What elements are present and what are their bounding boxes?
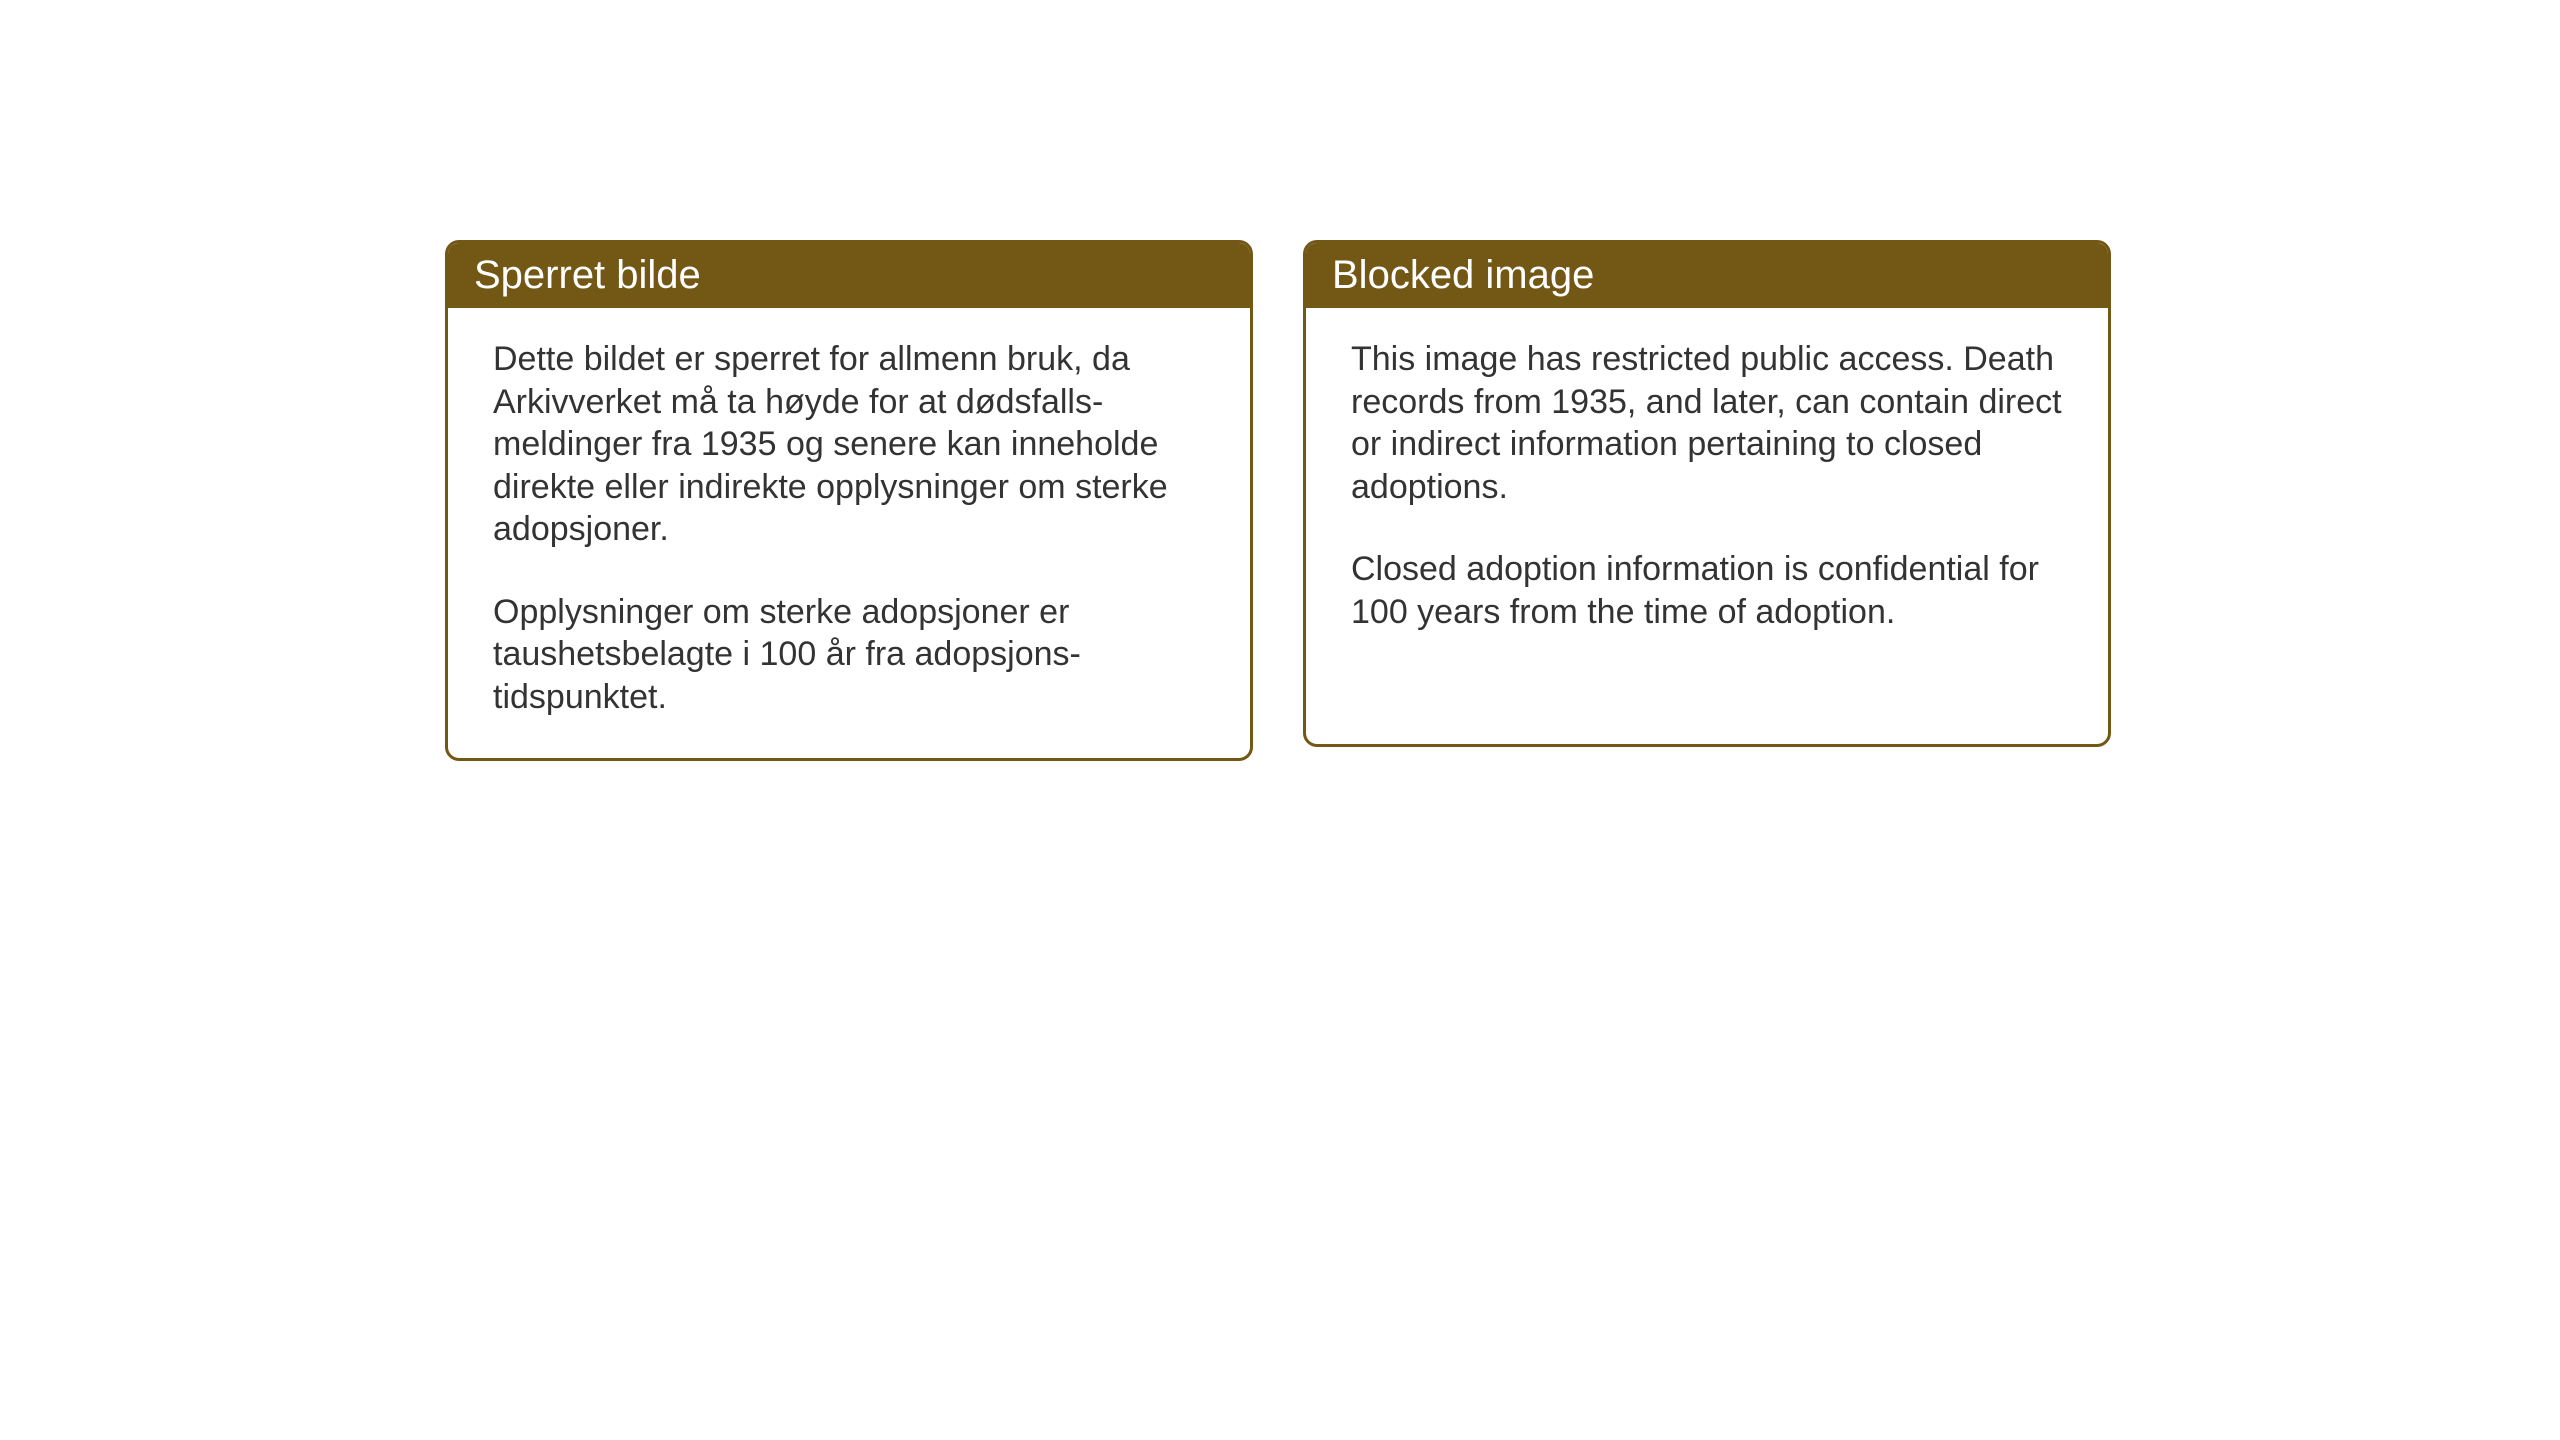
card-title-english: Blocked image bbox=[1332, 253, 1594, 297]
notice-card-norwegian: Sperret bilde Dette bildet er sperret fo… bbox=[445, 240, 1253, 761]
card-paragraph-2-english: Closed adoption information is confident… bbox=[1351, 548, 2063, 633]
card-paragraph-1-english: This image has restricted public access.… bbox=[1351, 338, 2063, 508]
card-body-english: This image has restricted public access.… bbox=[1306, 308, 2108, 673]
card-header-norwegian: Sperret bilde bbox=[448, 243, 1250, 308]
card-title-norwegian: Sperret bilde bbox=[474, 253, 701, 297]
card-paragraph-2-norwegian: Opplysninger om sterke adopsjoner er tau… bbox=[493, 591, 1205, 719]
notice-container: Sperret bilde Dette bildet er sperret fo… bbox=[445, 240, 2111, 761]
card-paragraph-1-norwegian: Dette bildet er sperret for allmenn bruk… bbox=[493, 338, 1205, 551]
card-body-norwegian: Dette bildet er sperret for allmenn bruk… bbox=[448, 308, 1250, 758]
card-header-english: Blocked image bbox=[1306, 243, 2108, 308]
notice-card-english: Blocked image This image has restricted … bbox=[1303, 240, 2111, 747]
